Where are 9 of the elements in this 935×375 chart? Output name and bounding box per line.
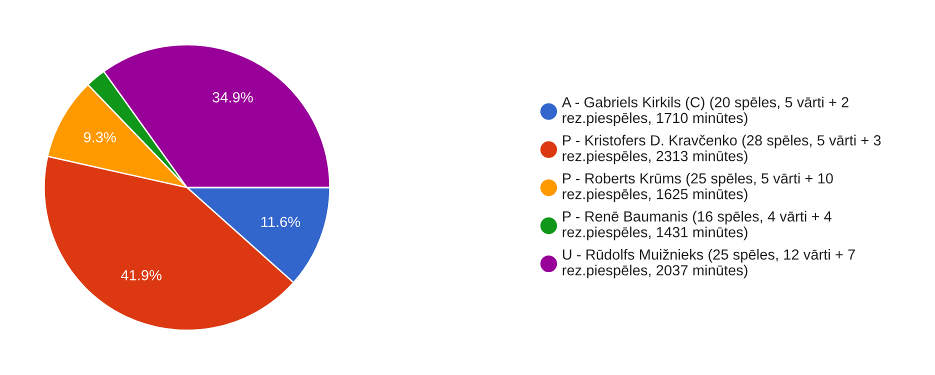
legend-label: P - Roberts Krūms (25 spēles, 5 vārti + 10 rez.piespēles, 1625 minūtes) — [562, 172, 833, 202]
data-label: 9.3% — [84, 132, 116, 142]
data-label: 34.9% — [212, 92, 253, 102]
legend-label: P - Kristofers D. Kravčenko (28 spēles, 5 vārti + 3 rez.piespēles, 2313 minūtes) — [562, 134, 881, 164]
legend-label: U - Rūdolfs Muižnieks (25 spēles, 12 vārti + 7 rez.piespēles, 2037 minūtes) — [562, 248, 855, 278]
data-label: 41.9% — [120, 270, 162, 280]
data-label: 11.6% — [261, 216, 300, 228]
legend-label: P - Renē Baumanis (16 spēles, 4 vārti + 4 rez.piespēles, 1431 minūtes) — [562, 210, 832, 240]
legend-label: A - Gabriels Kirkils (C) (20 spēles, 5 vārti + 2 rez.piespēles, 1710 minūtes) — [562, 96, 848, 126]
